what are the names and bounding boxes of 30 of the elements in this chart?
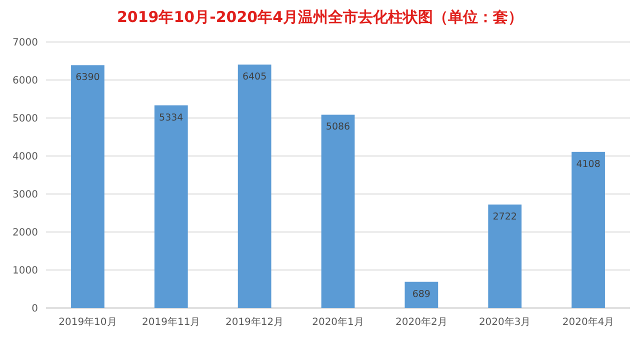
data-label: 5086 bbox=[326, 122, 350, 133]
x-tick-label: 2020年2月 bbox=[396, 316, 448, 328]
y-tick-label: 7000 bbox=[12, 38, 38, 48]
bar bbox=[71, 65, 104, 308]
x-tick-label: 2020年4月 bbox=[562, 316, 614, 328]
x-tick-label: 2019年10月 bbox=[58, 316, 117, 328]
x-tick-label: 2020年3月 bbox=[478, 316, 531, 328]
bar bbox=[404, 282, 438, 308]
data-label: 2722 bbox=[492, 212, 517, 223]
y-tick-label: 5000 bbox=[12, 114, 38, 124]
y-tick-label: 0 bbox=[32, 304, 38, 314]
data-label: 6390 bbox=[76, 72, 100, 84]
bar bbox=[321, 114, 355, 308]
data-label: 5334 bbox=[159, 112, 184, 124]
data-label: 4108 bbox=[576, 158, 600, 170]
y-tick-label: 6000 bbox=[12, 76, 38, 86]
bar bbox=[238, 64, 272, 308]
chart-title: 2019年10月-2020年4月温州全市去化柱状图（单位：套） bbox=[116, 8, 524, 26]
y-tick-label: 3000 bbox=[12, 190, 38, 200]
x-tick-label: 2019年11月 bbox=[142, 316, 200, 328]
y-tick-label: 1000 bbox=[12, 266, 38, 276]
data-label: 6405 bbox=[242, 72, 267, 83]
bar bbox=[154, 105, 188, 308]
bar bbox=[572, 152, 605, 308]
y-tick-label: 4000 bbox=[12, 152, 38, 162]
data-label: 689 bbox=[412, 288, 430, 300]
bar bbox=[488, 204, 522, 308]
y-tick-label: 2000 bbox=[12, 228, 38, 238]
x-tick-label: 2019年12月 bbox=[225, 316, 284, 328]
x-tick-label: 2020年1月 bbox=[312, 316, 364, 328]
